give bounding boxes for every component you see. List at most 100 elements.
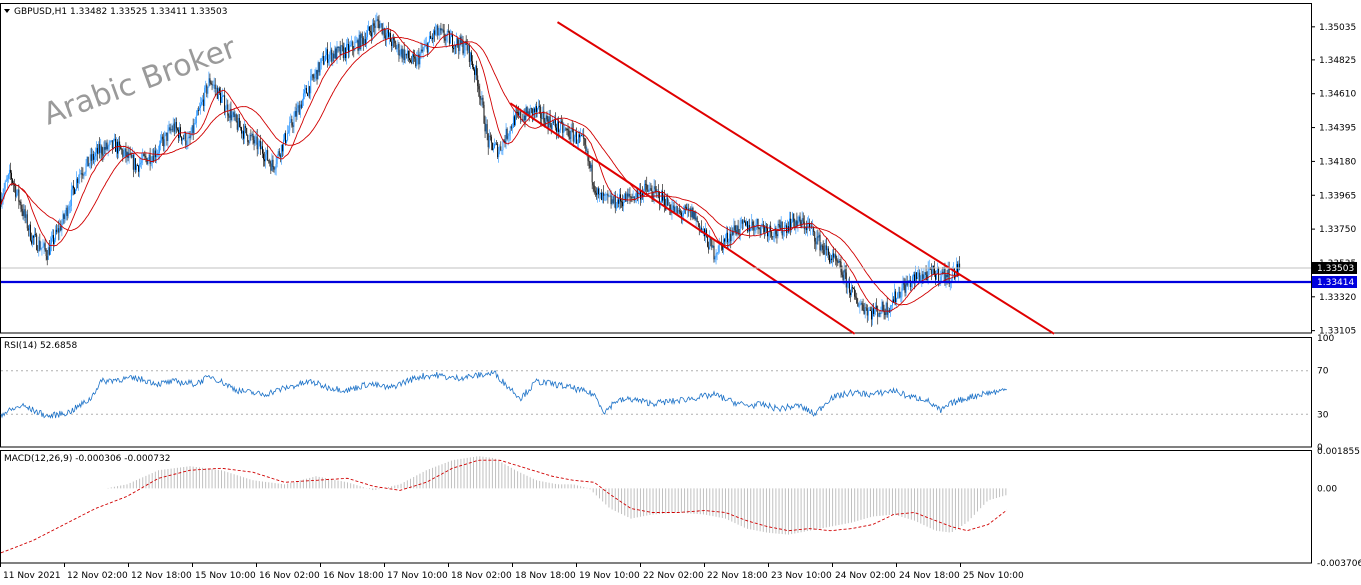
rsi-panel-frame xyxy=(0,337,1312,448)
candle-body xyxy=(54,239,55,245)
candle-body xyxy=(582,134,584,136)
candle-body xyxy=(835,254,837,261)
candle-body xyxy=(197,110,199,112)
candle-body xyxy=(267,150,269,161)
moving-average-fast xyxy=(0,28,960,312)
candle-body xyxy=(609,195,611,197)
candle-body xyxy=(374,25,376,28)
candle-body xyxy=(957,264,958,275)
candle-body xyxy=(796,220,798,226)
candle-body xyxy=(505,128,507,144)
candle-body xyxy=(837,260,839,264)
candle-body xyxy=(792,213,794,222)
candle-body xyxy=(160,140,162,145)
candle-body xyxy=(498,152,500,158)
candle-body xyxy=(371,32,373,37)
candle-body xyxy=(683,213,684,216)
candle-body xyxy=(552,121,554,123)
candle-body xyxy=(289,121,291,131)
candle-body xyxy=(743,220,745,223)
candle-body xyxy=(21,208,23,212)
candle-body xyxy=(838,260,840,264)
candle-body xyxy=(724,239,725,242)
candle-body xyxy=(832,253,834,260)
candle-body xyxy=(515,112,516,126)
candle-body xyxy=(699,227,701,231)
candle-body xyxy=(482,97,484,105)
candle-body xyxy=(42,246,44,248)
candle-body xyxy=(179,127,180,139)
candle-body xyxy=(533,108,535,113)
candle-body xyxy=(273,167,275,170)
candle-body xyxy=(725,238,726,242)
horizontal-level-label: 1.33414 xyxy=(1317,278,1354,288)
candle-body xyxy=(49,243,51,255)
candle-body xyxy=(431,37,432,39)
candle-body xyxy=(602,192,604,201)
candle-body xyxy=(925,272,927,275)
candle-body xyxy=(585,144,587,152)
candle-body xyxy=(809,222,810,228)
candle-body xyxy=(456,38,458,47)
candle-body xyxy=(820,245,822,251)
candle-body xyxy=(574,131,576,138)
candle-body xyxy=(59,225,61,233)
candle-body xyxy=(945,274,947,282)
candle-body xyxy=(661,191,662,203)
candle-body xyxy=(92,153,94,160)
candle-body xyxy=(814,231,816,242)
candle-body xyxy=(143,154,145,156)
candle-body xyxy=(604,194,606,196)
candle-body xyxy=(392,37,394,47)
candle-body xyxy=(454,44,456,50)
candle-body xyxy=(572,129,574,142)
candle-body xyxy=(944,268,946,282)
candle-body xyxy=(887,310,889,315)
candle-body xyxy=(188,136,190,138)
candle-body xyxy=(864,307,866,314)
candle-body xyxy=(490,136,492,143)
candle-body xyxy=(286,140,288,144)
candle-body xyxy=(253,140,255,144)
candle-body xyxy=(101,146,103,155)
candle-body xyxy=(263,153,264,160)
candle-body xyxy=(194,123,196,124)
candle-body xyxy=(396,47,398,50)
candle-body xyxy=(675,206,677,208)
candle-body xyxy=(715,253,717,258)
candle-body xyxy=(130,153,132,158)
candle-body xyxy=(649,188,651,190)
candle-body xyxy=(131,154,133,158)
candle-body xyxy=(376,19,378,21)
candle-body xyxy=(908,279,910,282)
candle-body xyxy=(750,229,752,232)
candle-body xyxy=(740,220,742,222)
candle-body xyxy=(390,33,391,42)
candle-body xyxy=(577,143,578,144)
candle-body xyxy=(55,229,57,240)
candle-body xyxy=(427,41,429,53)
candle-body xyxy=(326,49,327,55)
candle-body xyxy=(70,189,72,206)
candle-body xyxy=(426,43,428,53)
candle-body xyxy=(98,144,100,154)
candle-body xyxy=(822,245,824,250)
candle-body xyxy=(608,195,610,197)
candle-body xyxy=(337,46,339,48)
candle-body xyxy=(580,135,582,138)
candle-body xyxy=(32,235,33,244)
candle-body xyxy=(614,195,616,209)
candle-body xyxy=(671,207,673,213)
candle-body xyxy=(690,208,692,217)
candle-body xyxy=(458,45,460,52)
candle-body xyxy=(737,225,739,233)
candle-body xyxy=(794,221,796,229)
candle-body xyxy=(595,192,597,195)
current-price-label: 1.33503 xyxy=(1317,264,1354,274)
candle-body xyxy=(252,133,254,141)
candle-body xyxy=(956,264,957,275)
x-tick-label: 17 Nov 10:00 xyxy=(387,571,448,581)
channel-upper-line xyxy=(556,21,1055,335)
candle-body xyxy=(254,137,256,144)
x-tick-label: 24 Nov 02:00 xyxy=(835,571,896,581)
